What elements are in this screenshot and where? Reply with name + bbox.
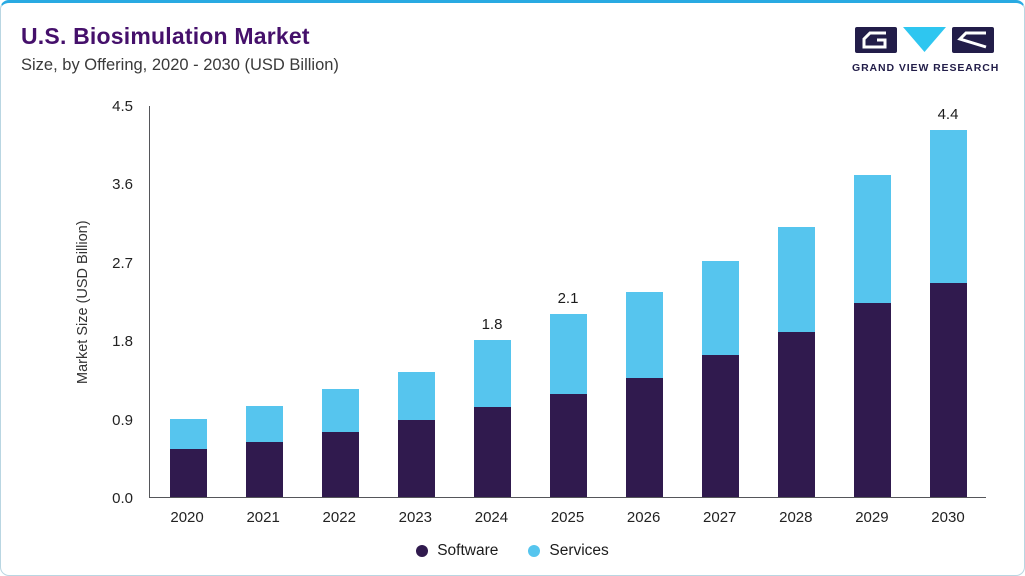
bar-segment-services [929, 130, 967, 283]
page-title: U.S. Biosimulation Market [21, 23, 310, 49]
legend-dot [528, 545, 541, 557]
bar-segment-software [169, 449, 207, 497]
bar-total-label: 4.4 [937, 106, 959, 123]
bar-column-2026 [606, 106, 682, 497]
bar-column-2030: 4.4 [910, 106, 986, 497]
bar-segment-software [853, 302, 891, 497]
bar-segment-services [701, 260, 739, 355]
bar-column-2020 [150, 106, 226, 497]
x-axis-labels: 2020 2021 2022 2023 2024 2025 2026 2027 2028 2029… [149, 500, 986, 526]
bar-column-2021 [226, 106, 302, 497]
x-axis-label: 2029 [855, 509, 889, 526]
x-axis-label: 2027 [703, 509, 737, 526]
bar-segment-services [625, 292, 663, 378]
x-axis-label: 2025 [550, 509, 585, 526]
legend-dot [416, 545, 429, 557]
bar-segment-services [473, 340, 511, 408]
bar-segment-software [473, 407, 511, 497]
bar-segment-software [929, 282, 967, 497]
y-tick-label: 3.6 [112, 176, 133, 194]
bar-column-2023 [378, 106, 454, 497]
legend: Software Services [1, 542, 1024, 560]
legend-item-services: Services [528, 542, 609, 560]
x-axis-label: 2024 [474, 509, 509, 526]
bar-segment-software [625, 377, 663, 497]
bar-segment-services [169, 418, 207, 450]
bar-segment-services [549, 314, 587, 395]
y-tick-label: 0.0 [112, 490, 133, 507]
bar-segment-services [777, 227, 815, 333]
x-axis-label: 2022 [322, 509, 356, 526]
chart-header: U.S. Biosimulation Market Size, by Offer… [21, 23, 339, 75]
page-subtitle: Size, by Offering, 2020 - 2030 (USD Bill… [21, 56, 339, 74]
bar-segment-software [777, 332, 815, 497]
y-tick-label: 1.8 [112, 333, 133, 351]
legend-label: Services [549, 542, 609, 559]
x-axis-label: 2026 [626, 509, 661, 526]
x-axis-label: 2021 [246, 509, 280, 526]
legend-label: Software [437, 542, 499, 559]
bar-segment-services [397, 371, 435, 420]
bar-column-2022 [302, 106, 378, 497]
grandview-logo: GRAND VIEW RESEARCH [852, 27, 998, 74]
bar-segment-software [701, 355, 739, 497]
bar-column-2024: 1.8 [454, 106, 530, 497]
bar-segment-software [397, 419, 435, 497]
bar-segment-services [853, 174, 891, 303]
bar-total-label: 2.1 [557, 290, 579, 308]
y-tick-label: 0.9 [112, 411, 133, 429]
plot-area: 1.8 2.1 4.4 [149, 106, 986, 498]
x-axis-label: 2028 [779, 509, 813, 526]
bar-segment-software [321, 431, 359, 497]
bar-column-2025: 2.1 [530, 106, 606, 497]
bar-column-2029 [834, 106, 910, 497]
x-axis-label: 2023 [398, 509, 433, 526]
bar-column-2028 [758, 106, 834, 497]
y-tick-label: 4.5 [112, 98, 133, 115]
bars-row: 1.8 2.1 4.4 [150, 106, 986, 497]
legend-item-software: Software [416, 542, 498, 560]
y-axis-title: Market Size (USD Billion) [75, 220, 91, 384]
bar-segment-software [549, 394, 587, 497]
bar-segment-services [321, 389, 359, 432]
grandview-logo-icon [855, 27, 995, 58]
bar-total-label: 1.8 [481, 316, 503, 334]
x-axis-label: 2020 [170, 509, 204, 526]
y-axis-ticks: 0.0 0.9 1.8 2.7 3.6 4.5 [93, 98, 141, 507]
bar-segment-software [245, 442, 283, 497]
bar-segment-services [245, 405, 283, 443]
y-tick-label: 2.7 [112, 254, 133, 272]
bar-column-2027 [682, 106, 758, 497]
x-axis-label: 2030 [931, 509, 965, 526]
grandview-logo-text: GRAND VIEW RESEARCH [852, 62, 1000, 74]
